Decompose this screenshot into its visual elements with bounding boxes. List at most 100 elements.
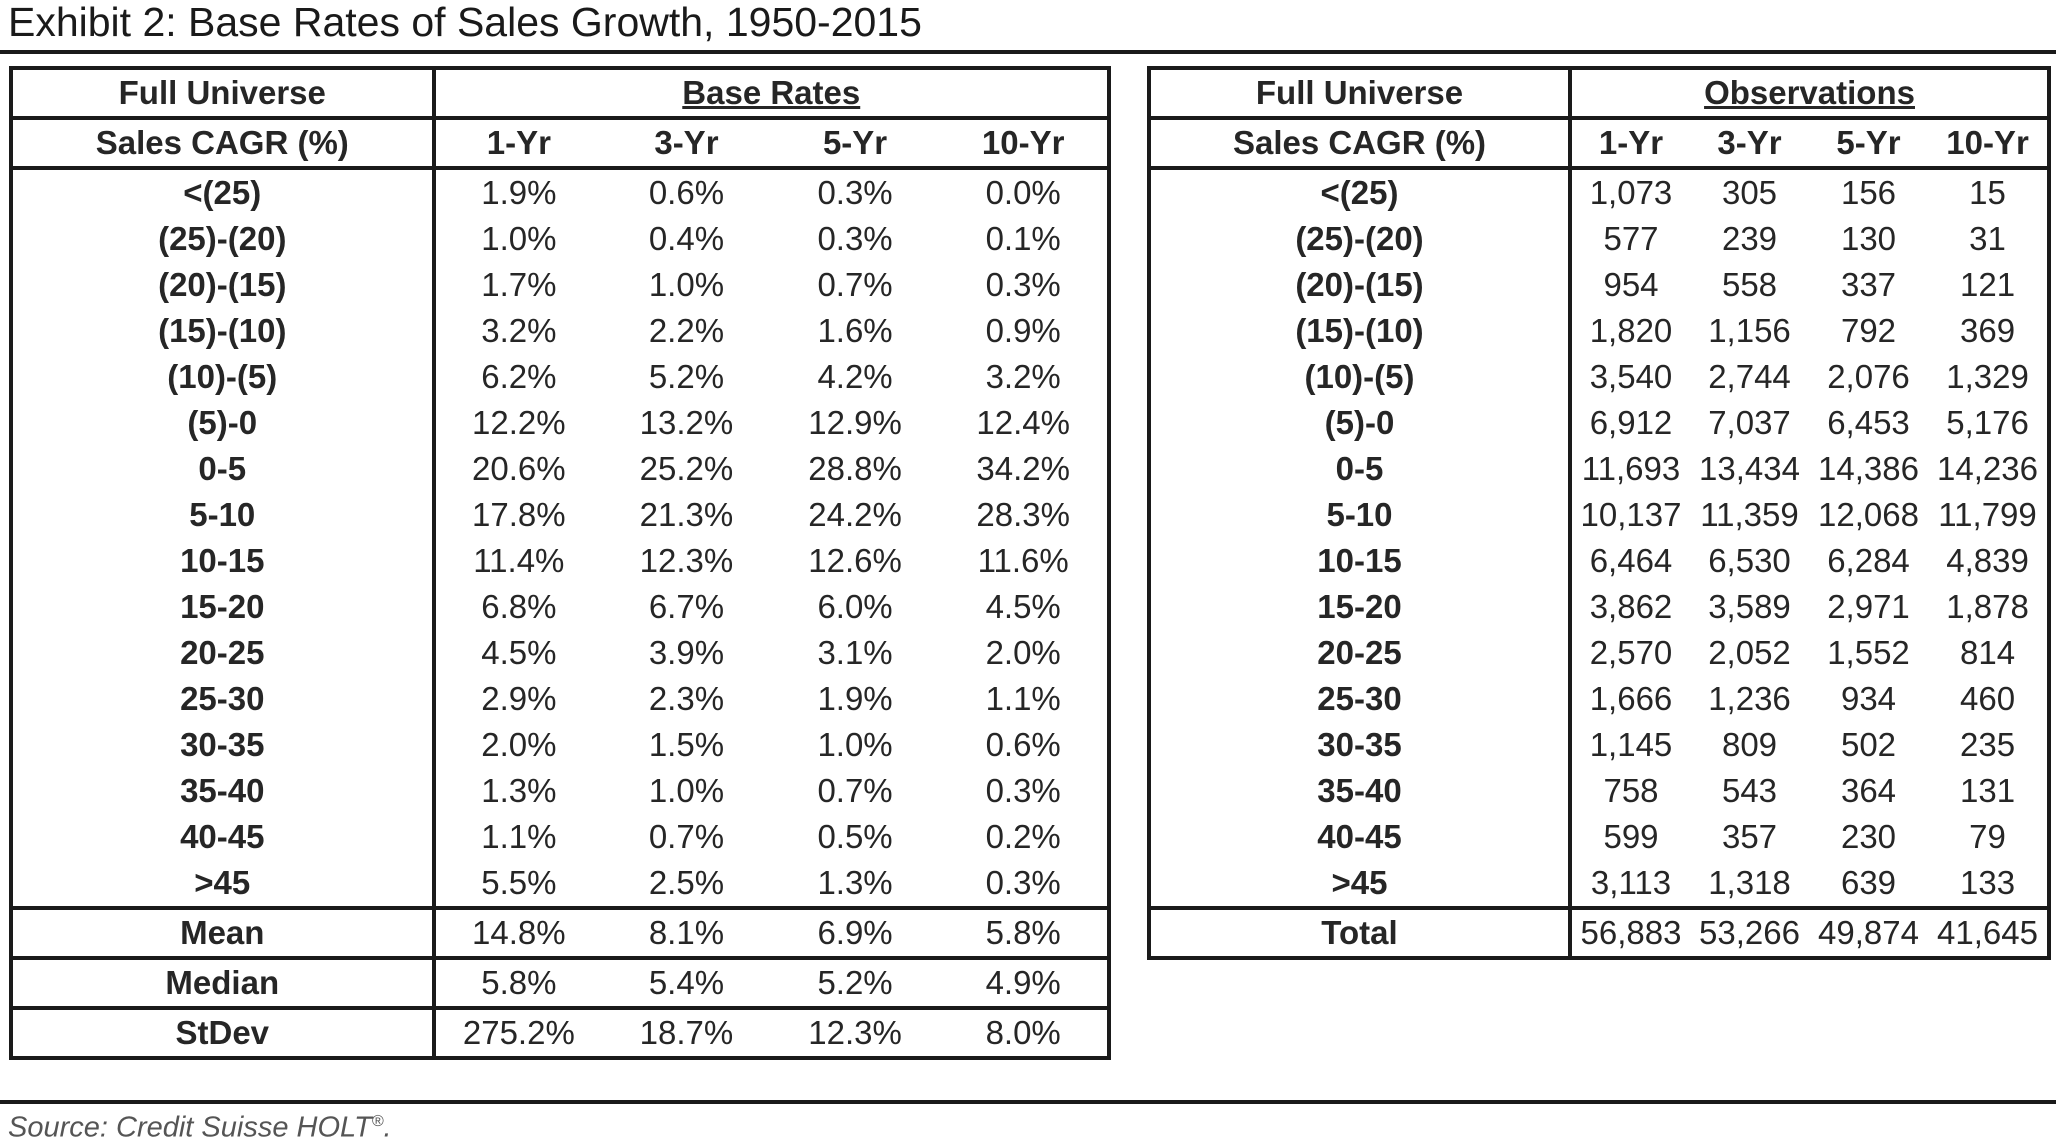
top-rule [0, 50, 2056, 54]
value-cell: 1,145 [1589, 726, 1673, 763]
value-cell: 1,329 [1928, 354, 2052, 400]
row-label: (10)-(5) [9, 354, 436, 400]
table-row: >45 3,113 1,318 639 133 [1147, 860, 2052, 908]
value-cell: 0.6% [648, 174, 725, 211]
value-cell: 130 [1840, 220, 1897, 257]
value-cell: 3,113 [1590, 864, 1672, 901]
summary-label: Total [1147, 906, 1572, 960]
source-note: Source: Credit Suisse HOLT®. [8, 1107, 392, 1143]
period-header: 3-Yr [1690, 118, 1809, 170]
value-cell: 1,666 [1589, 680, 1673, 717]
value-cell: 2,744 [1708, 358, 1791, 395]
value-cell: 0.6% [939, 722, 1111, 768]
table-row: (5)-0 6,912 7,037 6,453 5,176 [1147, 400, 2052, 446]
value-cell: 11,693 [1581, 450, 1681, 487]
value-cell: 2,052 [1708, 634, 1791, 671]
value-cell: 2,971 [1827, 588, 1910, 625]
value-cell: 20.6% [472, 450, 566, 487]
value-cell: 0.7% [817, 772, 893, 809]
group-header-text: Base Rates [682, 74, 861, 111]
value-cell: 1,236 [1708, 680, 1791, 717]
summary-row: Total 56,883 53,266 49,874 41,645 [1147, 906, 2052, 960]
value-cell: 3.2% [939, 354, 1111, 400]
summary-value: 18.7% [602, 1006, 771, 1060]
value-cell: 369 [1928, 308, 2052, 354]
value-cell: 28.3% [939, 492, 1111, 538]
row-label: 15-20 [1147, 584, 1572, 630]
cagr-header: Sales CAGR (%) [9, 118, 436, 170]
value-cell: 954 [1603, 266, 1659, 303]
summary-value: 5.4% [602, 956, 771, 1008]
base-rates-table: Full Universe Base Rates Sales CAGR (%) 1-Y… [9, 66, 1112, 1060]
table-row: 20-25 4.5% 3.9% 3.1% 2.0% [9, 630, 1111, 676]
summary-value: 12.3% [770, 1006, 940, 1060]
value-cell: 5.5% [481, 864, 557, 901]
row-label: 35-40 [1147, 768, 1572, 814]
value-cell: 6,284 [1827, 542, 1910, 579]
value-cell: 79 [1928, 814, 2052, 860]
value-cell: 1.3% [481, 772, 557, 809]
value-cell: 34.2% [939, 446, 1111, 492]
summary-value: 41,645 [1928, 906, 2052, 960]
value-cell: 6,912 [1589, 404, 1673, 441]
value-cell: 4.5% [939, 584, 1111, 630]
row-label: >45 [9, 860, 436, 908]
table-row: 0-5 11,693 13,434 14,386 14,236 [1147, 446, 2052, 492]
value-cell: 31 [1928, 216, 2052, 262]
table-row: (15)-(10) 1,820 1,156 792 369 [1147, 308, 2052, 354]
value-cell: 0.2% [939, 814, 1111, 860]
value-cell: 2.2% [648, 312, 725, 349]
period-header: 5-Yr [1809, 118, 1928, 170]
value-cell: 17.8% [472, 496, 566, 533]
row-label: 40-45 [1147, 814, 1572, 860]
table-row: (5)-0 12.2% 13.2% 12.9% 12.4% [9, 400, 1111, 446]
value-cell: 1.3% [817, 864, 893, 901]
value-cell: 3.2% [481, 312, 557, 349]
row-label: 0-5 [1147, 446, 1572, 492]
value-cell: 235 [1928, 722, 2052, 768]
row-label: 25-30 [9, 676, 436, 722]
table-row: 5-10 17.8% 21.3% 24.2% 28.3% [9, 492, 1111, 538]
value-cell: 1.5% [648, 726, 725, 763]
value-cell: 0.5% [817, 818, 893, 855]
value-cell: 5.2% [648, 358, 725, 395]
table-row: 10-15 11.4% 12.3% 12.6% 11.6% [9, 538, 1111, 584]
value-cell: 0.0% [939, 168, 1111, 216]
table-row: 35-40 758 543 364 131 [1147, 768, 2052, 814]
value-cell: 1.7% [481, 266, 557, 303]
row-label: (5)-0 [9, 400, 436, 446]
value-cell: 0.7% [817, 266, 893, 303]
value-cell: 1.0% [648, 266, 725, 303]
table-row: 35-40 1.3% 1.0% 0.7% 0.3% [9, 768, 1111, 814]
value-cell: 24.2% [808, 496, 902, 533]
value-cell: 1.0% [648, 772, 725, 809]
value-cell: 4,839 [1928, 538, 2052, 584]
summary-row: Mean 14.8% 8.1% 6.9% 5.8% [9, 906, 1111, 958]
table-row: 0-5 20.6% 25.2% 28.8% 34.2% [9, 446, 1111, 492]
table-row: (20)-(15) 954 558 337 121 [1147, 262, 2052, 308]
row-label: 10-15 [1147, 538, 1572, 584]
value-cell: 6.7% [648, 588, 725, 625]
table-row: (25)-(20) 577 239 130 31 [1147, 216, 2052, 262]
source-period: . [383, 1111, 392, 1144]
value-cell: 21.3% [639, 496, 734, 533]
row-label: >45 [1147, 860, 1572, 908]
row-label: (25)-(20) [1147, 216, 1572, 262]
value-cell: 0.3% [939, 768, 1111, 814]
value-cell: 5,176 [1928, 400, 2052, 446]
value-cell: 2,076 [1827, 358, 1910, 395]
value-cell: 0.4% [648, 220, 725, 257]
row-label: 20-25 [9, 630, 436, 676]
row-label: 40-45 [9, 814, 436, 860]
value-cell: 502 [1840, 726, 1897, 763]
value-cell: 121 [1928, 262, 2052, 308]
value-cell: 364 [1840, 772, 1897, 809]
value-cell: 1.1% [481, 818, 557, 855]
value-cell: 558 [1721, 266, 1778, 303]
row-label: (10)-(5) [1147, 354, 1572, 400]
row-label: (25)-(20) [9, 216, 436, 262]
value-cell: 12,068 [1818, 496, 1919, 533]
period-header: 10-Yr [939, 118, 1111, 170]
summary-value: 8.0% [939, 1006, 1111, 1060]
value-cell: 1.6% [817, 312, 893, 349]
